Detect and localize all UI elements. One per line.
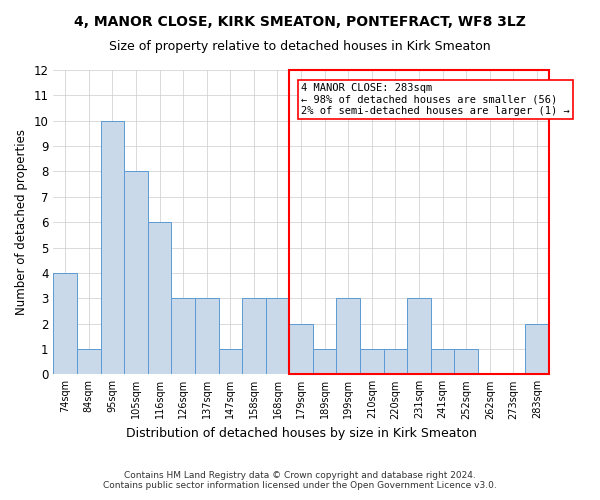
Bar <box>383 349 407 374</box>
Bar <box>289 70 549 374</box>
Y-axis label: Number of detached properties: Number of detached properties <box>15 129 28 315</box>
Bar <box>337 298 360 374</box>
Bar <box>266 298 289 374</box>
Bar <box>124 172 148 374</box>
Bar <box>101 120 124 374</box>
Text: 4 MANOR CLOSE: 283sqm
← 98% of detached houses are smaller (56)
2% of semi-detac: 4 MANOR CLOSE: 283sqm ← 98% of detached … <box>301 82 570 116</box>
Bar <box>77 349 101 374</box>
Bar <box>360 349 383 374</box>
Text: Size of property relative to detached houses in Kirk Smeaton: Size of property relative to detached ho… <box>109 40 491 53</box>
Bar <box>454 349 478 374</box>
Bar <box>431 349 454 374</box>
Bar <box>313 349 337 374</box>
Bar <box>148 222 172 374</box>
Bar <box>172 298 195 374</box>
Bar <box>242 298 266 374</box>
Bar <box>407 298 431 374</box>
Text: 4, MANOR CLOSE, KIRK SMEATON, PONTEFRACT, WF8 3LZ: 4, MANOR CLOSE, KIRK SMEATON, PONTEFRACT… <box>74 15 526 29</box>
X-axis label: Distribution of detached houses by size in Kirk Smeaton: Distribution of detached houses by size … <box>125 427 476 440</box>
Bar <box>195 298 218 374</box>
Text: Contains HM Land Registry data © Crown copyright and database right 2024.
Contai: Contains HM Land Registry data © Crown c… <box>103 470 497 490</box>
Bar <box>218 349 242 374</box>
Bar <box>289 324 313 374</box>
Bar <box>525 324 549 374</box>
Bar <box>53 273 77 374</box>
